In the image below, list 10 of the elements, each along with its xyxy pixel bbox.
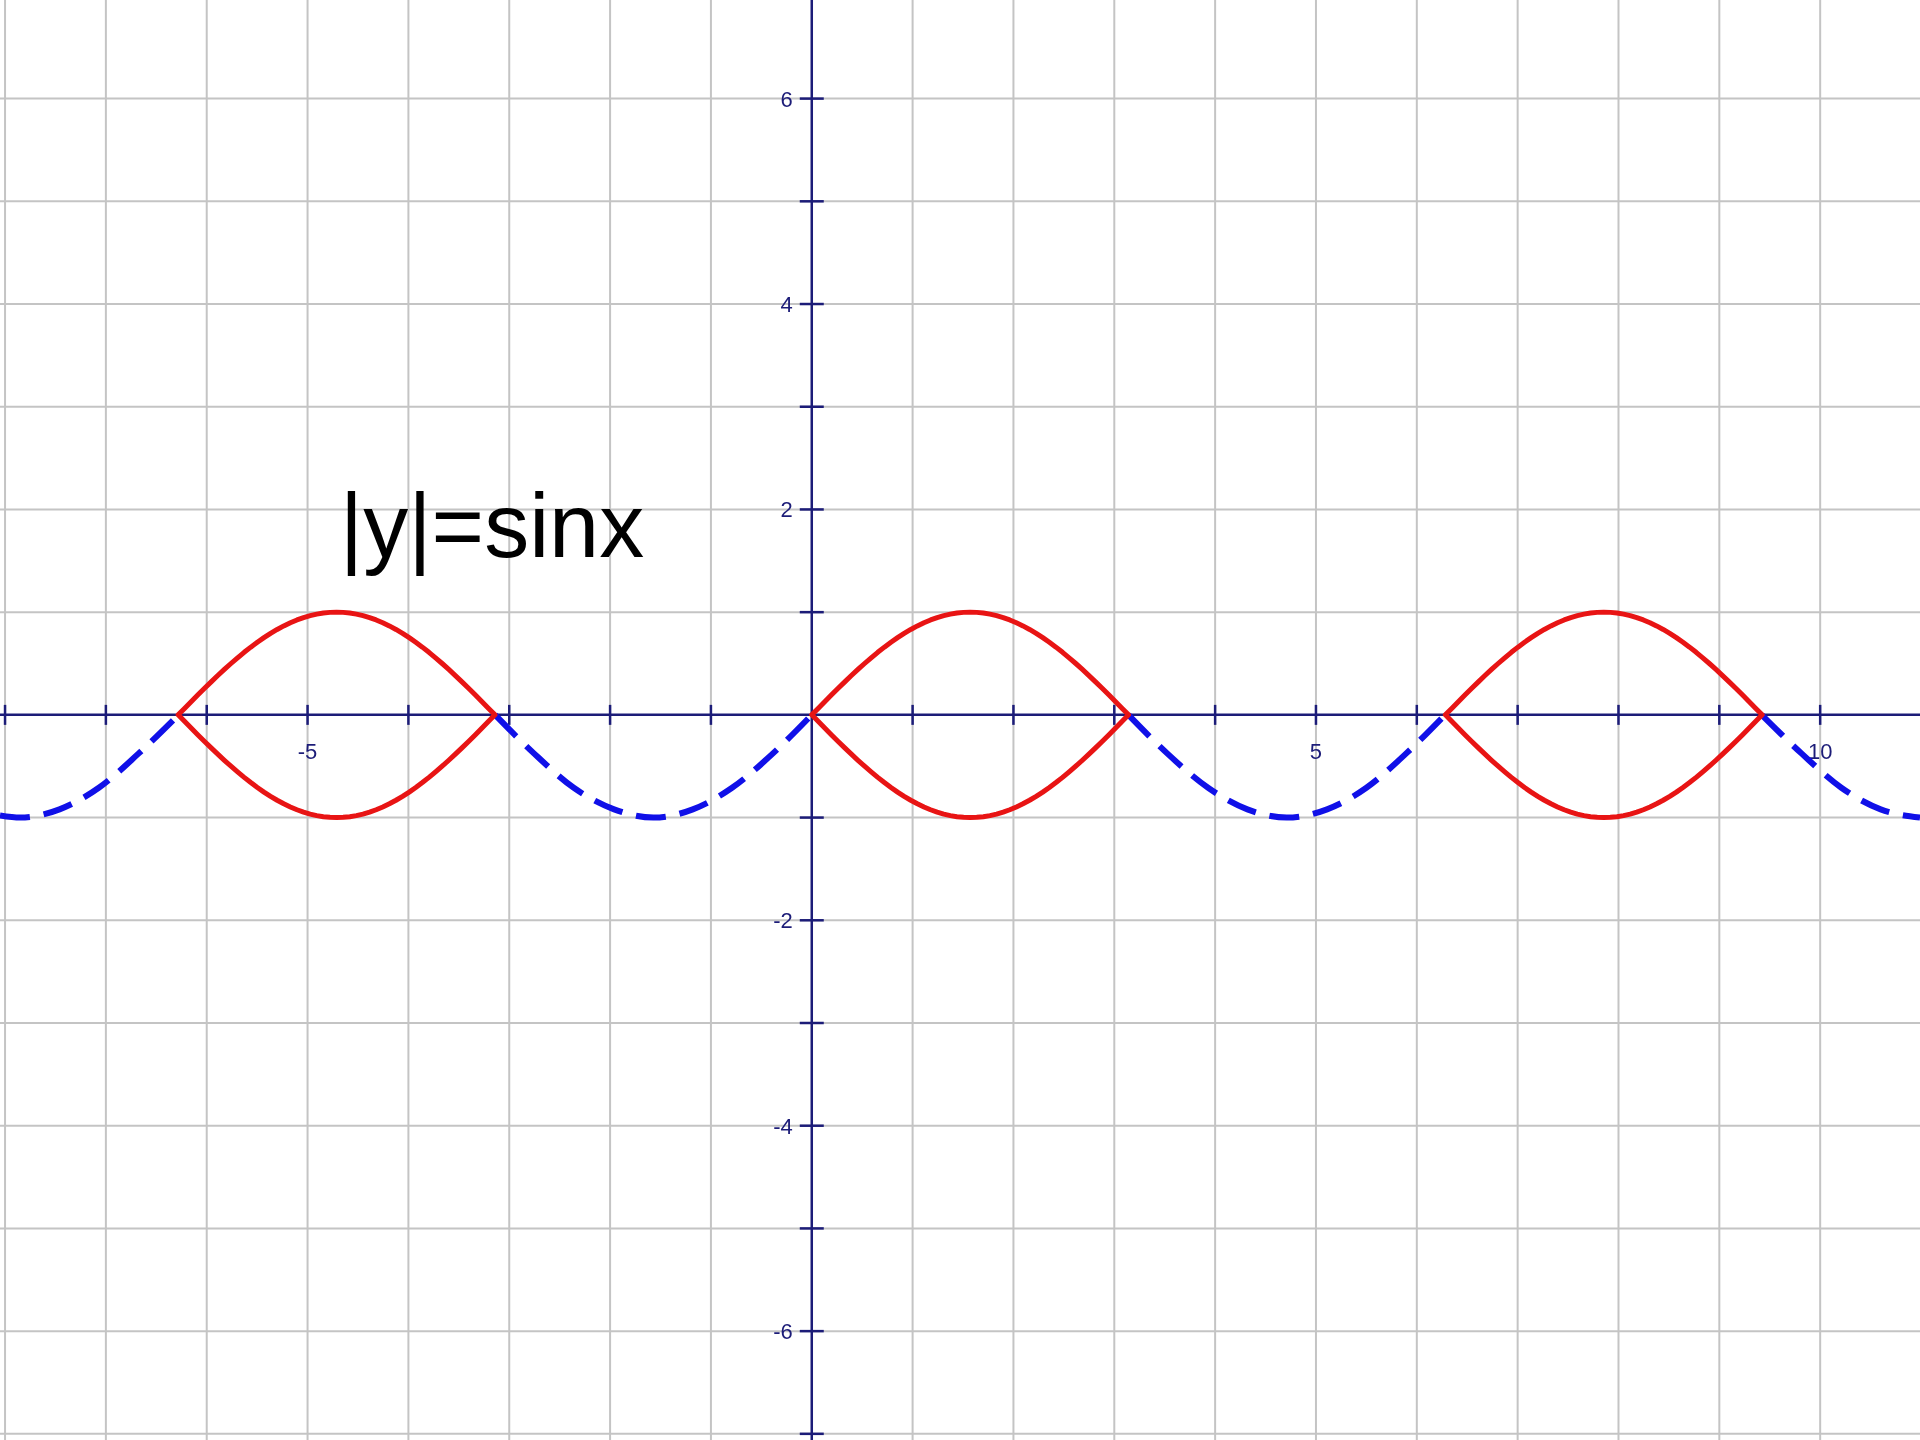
x-tick-label: 5 — [1309, 738, 1323, 764]
annotation: |y|=sinx — [339, 476, 645, 577]
y-tick-label: 6 — [780, 86, 793, 112]
y-tick-label: -2 — [773, 908, 793, 934]
y-tick-label: 4 — [780, 292, 793, 318]
x-tick-label: 10 — [1807, 738, 1833, 764]
y-tick-label: -6 — [773, 1319, 793, 1345]
x-tick-label: -5 — [297, 738, 318, 764]
y-tick-label: 2 — [780, 497, 793, 523]
y-tick-label: -4 — [773, 1113, 793, 1139]
